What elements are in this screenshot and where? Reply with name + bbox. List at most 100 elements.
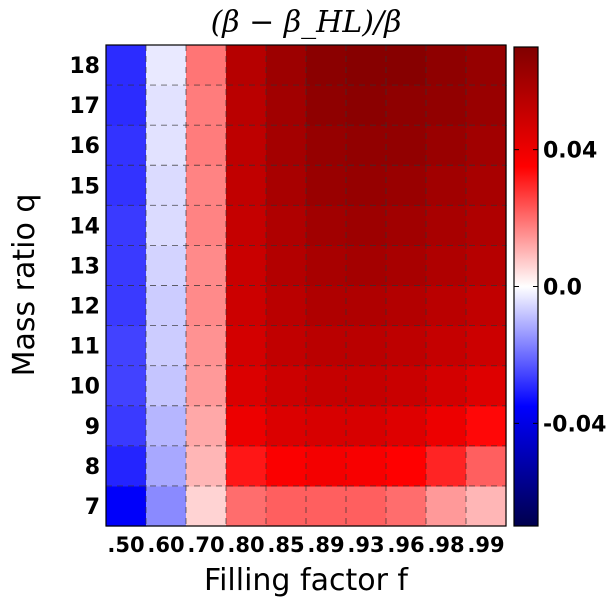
- heatmap-cell: [106, 485, 147, 527]
- colorbar-tick-label: 0.04: [543, 139, 597, 164]
- heatmap-cell: [266, 205, 307, 247]
- heatmap-cell: [306, 205, 347, 247]
- heatmap-cell: [186, 325, 227, 367]
- y-tick-label: 8: [85, 455, 100, 480]
- x-tick-label: .98: [427, 533, 464, 557]
- heatmap-cell: [426, 445, 467, 487]
- heatmap-cell: [386, 285, 427, 327]
- y-tick-labels: 7 8 9 10 11 12 13 14 15 16 17 18: [69, 54, 100, 520]
- heatmap-cell: [466, 85, 507, 126]
- heatmap-cell: [346, 365, 387, 407]
- heatmap-cell: [226, 485, 267, 527]
- heatmap-cell: [106, 365, 147, 407]
- heatmap-cell: [386, 405, 427, 447]
- chart-title: (β − β_HL)/β: [211, 5, 402, 40]
- heatmap-cell: [146, 45, 187, 86]
- y-tick-label: 9: [85, 415, 100, 440]
- heatmap-cell: [466, 285, 507, 327]
- heatmap-cell: [426, 205, 467, 247]
- heatmap-cell: [426, 325, 467, 367]
- heatmap-cell: [266, 45, 307, 86]
- heatmap-cell: [146, 445, 187, 487]
- heatmap-cell: [106, 445, 147, 487]
- x-tick-label: .80: [227, 533, 264, 557]
- heatmap-cell: [186, 285, 227, 327]
- heatmap-cell: [146, 85, 187, 126]
- heatmap-cell: [426, 245, 467, 287]
- heatmap-cell: [346, 485, 387, 527]
- heatmap-cell: [426, 405, 467, 447]
- heatmap-cell: [466, 365, 507, 407]
- heatmap-cell: [226, 165, 267, 206]
- heatmap-cell: [186, 365, 227, 407]
- heatmap-cell: [466, 125, 507, 166]
- y-tick-label: 7: [85, 495, 100, 520]
- x-tick-label: .85: [267, 533, 304, 557]
- heatmap-cell: [346, 325, 387, 367]
- heatmap-cell: [346, 165, 387, 206]
- y-tick-label: 17: [69, 94, 100, 119]
- x-tick-label: .50: [107, 533, 144, 557]
- heatmap-cell: [266, 85, 307, 126]
- heatmap-cell: [306, 445, 347, 487]
- colorbar-tick-label: -0.04: [543, 412, 606, 437]
- heatmap-cell: [106, 125, 147, 166]
- heatmap-cell: [106, 165, 147, 206]
- heatmap-cell: [426, 285, 467, 327]
- x-axis-label: Filling factor f: [204, 563, 409, 598]
- heatmap-cell: [226, 285, 267, 327]
- y-tick-label: 18: [69, 54, 100, 79]
- heatmap-cell: [106, 245, 147, 287]
- plot-frame: [105, 44, 507, 527]
- heatmap-cell: [226, 85, 267, 126]
- colorbar-tick-label: 0.0: [543, 276, 582, 301]
- heatmap-cell: [386, 125, 427, 166]
- heatmap-cell: [226, 245, 267, 287]
- heatmap-cell: [106, 405, 147, 447]
- heatmap-cell: [266, 125, 307, 166]
- heatmap-cell: [266, 325, 307, 367]
- heatmap-cell: [306, 45, 347, 86]
- heatmap-cell: [186, 165, 227, 206]
- heatmap-cell: [466, 45, 507, 86]
- heatmap-cell: [426, 85, 467, 126]
- heatmap-cell: [306, 485, 347, 527]
- heatmap-cell: [306, 165, 347, 206]
- heatmap-cell: [466, 205, 507, 247]
- heatmap-cell: [186, 245, 227, 287]
- heatmap-cell: [266, 165, 307, 206]
- x-tick-label: .99: [467, 533, 504, 557]
- heatmap-cell: [266, 245, 307, 287]
- heatmap-cell: [226, 125, 267, 166]
- x-tick-label: .93: [347, 533, 384, 557]
- heatmap-cell: [386, 325, 427, 367]
- y-axis-label: Mass ratio q: [7, 194, 42, 377]
- heatmap-cell: [346, 445, 387, 487]
- heatmap-cell: [386, 365, 427, 407]
- heatmap-cell: [106, 45, 147, 86]
- heatmap-cell: [466, 485, 507, 527]
- heatmap-cell: [306, 365, 347, 407]
- heatmap-cell: [466, 405, 507, 447]
- heatmap-cell: [266, 365, 307, 407]
- heatmap-cell: [226, 365, 267, 407]
- x-tick-label: .60: [147, 533, 184, 557]
- heatmap-cell: [306, 405, 347, 447]
- heatmap-cell: [146, 285, 187, 327]
- heatmap-cell: [146, 205, 187, 247]
- heatmap-cell: [146, 405, 187, 447]
- heatmap-cell: [426, 165, 467, 206]
- heatmap-cell: [106, 205, 147, 247]
- heatmap-cell: [306, 85, 347, 126]
- heatmap-cell: [306, 325, 347, 367]
- heatmap-cell: [146, 365, 187, 407]
- heatmap-cell: [186, 125, 227, 166]
- heatmap-cell: [266, 285, 307, 327]
- heatmap-cell: [306, 285, 347, 327]
- heatmap-cell: [346, 125, 387, 166]
- heatmap-cell: [226, 325, 267, 367]
- heatmap-cell: [386, 245, 427, 287]
- y-tick-label: 12: [69, 295, 100, 320]
- y-tick-label: 14: [69, 214, 100, 239]
